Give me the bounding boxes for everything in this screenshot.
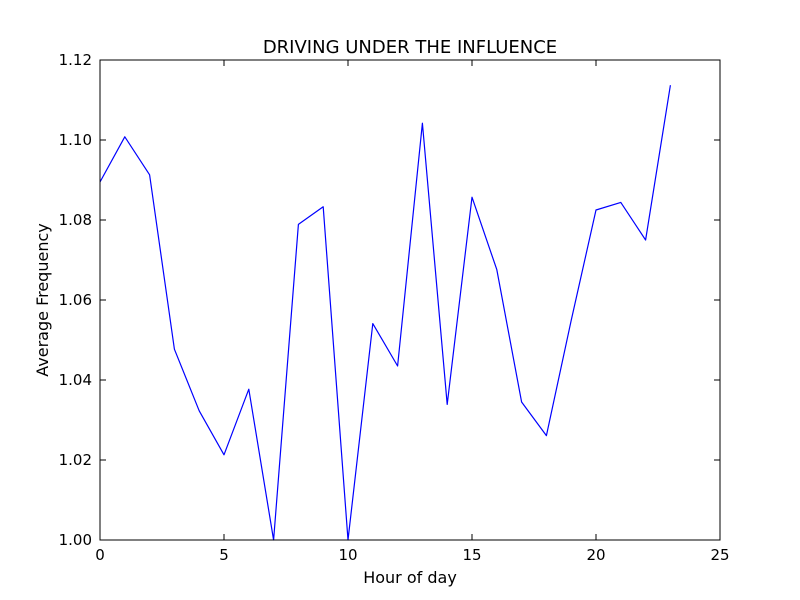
x-tick-label: 0	[95, 546, 105, 564]
plot-area: 0 5 10 15 20 25 1.00 1.02 1.04 1.06 1.08 1.10 1.12	[59, 51, 730, 564]
y-tick-label: 1.08	[59, 211, 92, 229]
plot-background	[100, 60, 720, 540]
y-tick-label: 1.04	[59, 371, 92, 389]
series-line	[99, 85, 671, 541]
y-axis-label: Average Frequency	[33, 223, 52, 376]
chart-title: DRIVING UNDER THE INFLUENCE	[263, 37, 557, 58]
y-tick-label: 1.12	[59, 51, 92, 69]
plot-frame	[99, 59, 721, 541]
x-tick-label: 5	[219, 546, 229, 564]
y-tick-label: 1.10	[59, 131, 92, 149]
x-tick-label: 10	[338, 546, 357, 564]
x-tick-label: 25	[710, 546, 729, 564]
x-tick-label: 15	[462, 546, 481, 564]
y-tick-label: 1.02	[59, 451, 92, 469]
y-tick-label: 1.00	[59, 531, 92, 549]
x-axis-label: Hour of day	[363, 568, 457, 587]
y-tick-label: 1.06	[59, 291, 92, 309]
x-tick-label: 20	[586, 546, 605, 564]
